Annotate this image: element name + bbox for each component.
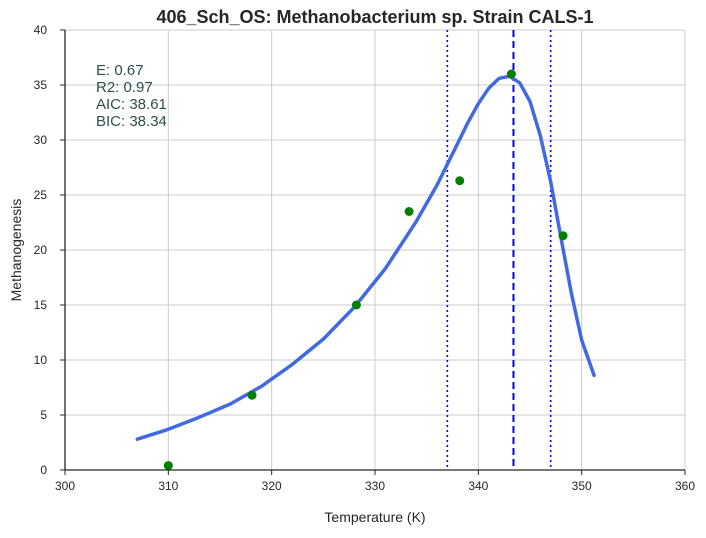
y-tick-label: 35 xyxy=(34,78,48,92)
fit-curve-layer xyxy=(135,74,596,441)
stat-r2: R2: 0.97 xyxy=(96,79,153,96)
x-tick-label: 300 xyxy=(55,479,75,493)
y-tick-label: 30 xyxy=(34,133,48,147)
y-tick-label: 10 xyxy=(34,353,48,367)
y-tick-label: 15 xyxy=(34,298,48,312)
data-point xyxy=(455,176,465,186)
y-tick-label: 5 xyxy=(40,408,47,422)
x-tick-label: 330 xyxy=(365,479,385,493)
tick-labels: 300 310 320 330 340 350 360 0 5 10 15 20 25 30 35 40 xyxy=(34,23,696,493)
data-point xyxy=(247,390,257,400)
stat-e: E: 0.67 xyxy=(96,62,144,79)
x-axis-label: Temperature (K) xyxy=(324,509,425,525)
x-tick-label: 360 xyxy=(675,479,695,493)
axes xyxy=(60,29,686,475)
stat-aic: AIC: 38.61 xyxy=(96,96,167,113)
data-point xyxy=(163,461,173,471)
y-tick-label: 40 xyxy=(34,23,48,37)
x-tick-label: 350 xyxy=(572,479,592,493)
vertical-lines xyxy=(446,30,552,470)
stat-bic: BIC: 38.34 xyxy=(96,113,167,130)
x-tick-label: 310 xyxy=(158,479,178,493)
y-tick-label: 25 xyxy=(34,188,48,202)
fit-curve xyxy=(135,74,596,441)
chart-title: 406_Sch_OS: Methanobacterium sp. Strain … xyxy=(156,7,593,27)
data-points xyxy=(163,69,568,471)
x-tick-label: 320 xyxy=(262,479,282,493)
data-point xyxy=(506,69,516,79)
y-tick-label: 20 xyxy=(34,243,48,257)
x-tick-label: 340 xyxy=(468,479,488,493)
grid xyxy=(65,29,686,470)
y-tick-label: 0 xyxy=(40,463,47,477)
data-point xyxy=(404,207,414,216)
data-point xyxy=(558,231,568,241)
fit-statistics: E: 0.67 R2: 0.97 AIC: 38.61 BIC: 38.34 xyxy=(96,62,167,130)
y-axis-label: Methanogenesis xyxy=(8,199,24,302)
data-point xyxy=(351,300,361,310)
